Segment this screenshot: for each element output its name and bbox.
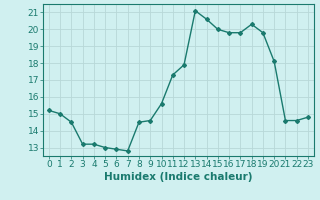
X-axis label: Humidex (Indice chaleur): Humidex (Indice chaleur) <box>104 172 253 182</box>
